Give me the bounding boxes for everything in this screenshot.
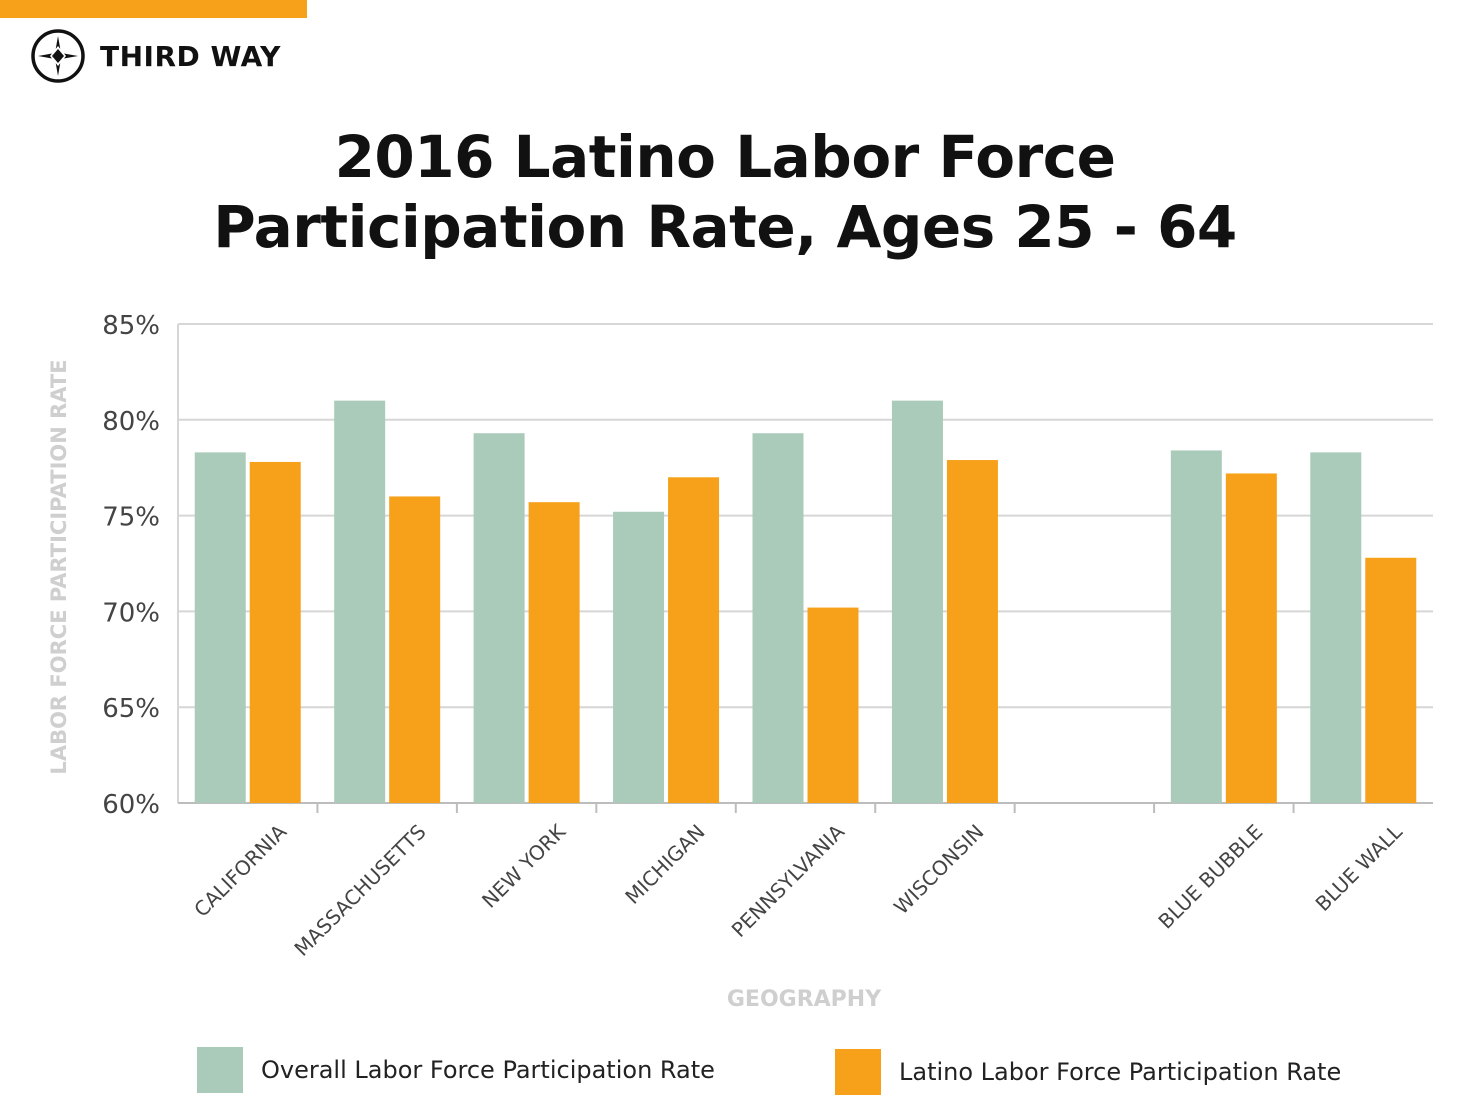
- bar-overall: [1310, 452, 1362, 803]
- bar-latino: [668, 477, 720, 803]
- bar-latino: [249, 461, 301, 803]
- legend-item-latino: Latino Labor Force Participation Rate: [835, 1049, 1341, 1095]
- brand-name: THIRD WAY: [100, 39, 281, 73]
- top-accent-bar: [0, 0, 307, 18]
- legend-swatch-latino: [835, 1049, 881, 1095]
- bar-overall: [473, 433, 525, 803]
- y-tick-label: 85%: [102, 311, 160, 341]
- bar-latino: [807, 607, 859, 803]
- bar-latino: [1225, 473, 1277, 803]
- x-tick-label: MASSACHUSETTS: [289, 820, 430, 961]
- bar-latino: [1365, 557, 1417, 803]
- y-tick-label: 80%: [102, 407, 160, 437]
- legend-label-latino: Latino Labor Force Participation Rate: [899, 1058, 1342, 1086]
- bar-overall: [194, 452, 246, 803]
- x-tick-label: CALIFORNIA: [189, 819, 291, 921]
- x-tick-label: MICHIGAN: [620, 820, 709, 909]
- bar-overall: [752, 433, 804, 803]
- chart-title-line-1: 2016 Latino Labor Force: [334, 123, 1116, 191]
- bar-overall: [891, 400, 943, 803]
- y-tick-label: 70%: [102, 598, 160, 628]
- brand: THIRD WAY: [30, 28, 281, 84]
- x-tick-label: BLUE WALL: [1311, 819, 1408, 916]
- bar-overall: [334, 400, 386, 803]
- bar-latino: [528, 502, 580, 803]
- bar-latino: [389, 496, 441, 803]
- x-axis-title: GEOGRAPHY: [727, 987, 882, 1012]
- y-tick-label: 75%: [102, 503, 160, 533]
- chart-title: 2016 Latino Labor Force Participation Ra…: [0, 122, 1450, 262]
- legend-swatch-overall: [197, 1047, 243, 1093]
- x-tick-label: NEW YORK: [477, 819, 571, 913]
- x-tick-label: PENNSYLVANIA: [727, 819, 850, 942]
- y-axis-title: LABOR FORCE PARTICIPATION RATE: [47, 359, 71, 774]
- bar-overall: [613, 511, 665, 803]
- y-tick-label: 60%: [102, 790, 160, 820]
- chart-title-line-2: Participation Rate, Ages 25 - 64: [213, 193, 1237, 261]
- x-tick-label: BLUE BUBBLE: [1153, 820, 1267, 934]
- bar-overall: [1170, 450, 1222, 803]
- compass-star-icon: [31, 29, 85, 83]
- legend-item-overall: Overall Labor Force Participation Rate: [197, 1047, 715, 1093]
- legend-label-overall: Overall Labor Force Participation Rate: [261, 1056, 715, 1084]
- x-tick-label: WISCONSIN: [889, 820, 988, 919]
- y-tick-label: 65%: [102, 694, 160, 724]
- bar-latino: [946, 460, 998, 803]
